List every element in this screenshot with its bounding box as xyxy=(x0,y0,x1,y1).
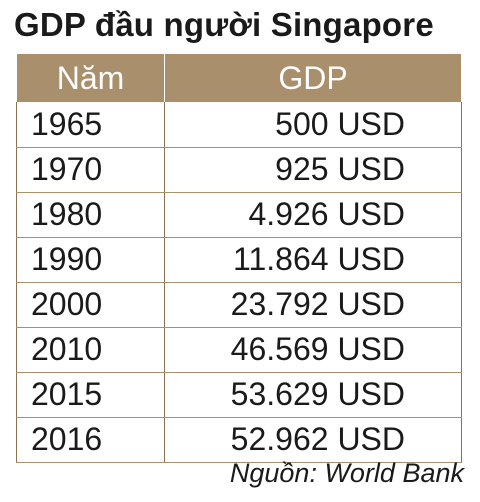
header-row: Năm GDP xyxy=(16,54,462,102)
table-row: 1965 500 USD xyxy=(16,102,462,148)
gdp-cell: 52.962 USD xyxy=(164,417,462,463)
table-row: 1970 925 USD xyxy=(16,147,462,193)
year-cell: 2015 xyxy=(16,372,165,418)
gdp-cell: 925 USD xyxy=(164,147,462,193)
table-row: 2010 46.569 USD xyxy=(16,327,462,373)
table-row: 1980 4.926 USD xyxy=(16,192,462,238)
header-gdp: GDP xyxy=(164,54,462,102)
table-row: 2016 52.962 USD xyxy=(16,417,462,463)
year-cell: 2016 xyxy=(16,417,165,463)
gdp-cell: 11.864 USD xyxy=(164,237,462,283)
gdp-cell: 53.629 USD xyxy=(164,372,462,418)
year-cell: 1970 xyxy=(16,147,165,193)
table-row: 2015 53.629 USD xyxy=(16,372,462,418)
year-cell: 1965 xyxy=(16,102,165,148)
header-year: Năm xyxy=(16,54,165,102)
table-row: 1990 11.864 USD xyxy=(16,237,462,283)
table-body: 1965 500 USD 1970 925 USD 1980 4.926 USD… xyxy=(16,102,462,463)
gdp-cell: 500 USD xyxy=(164,102,462,148)
gdp-cell: 46.569 USD xyxy=(164,327,462,373)
year-cell: 2000 xyxy=(16,282,165,328)
source-note: Nguồn: World Bank xyxy=(229,458,464,488)
year-cell: 1990 xyxy=(16,237,165,283)
gdp-cell: 23.792 USD xyxy=(164,282,462,328)
gdp-table: Năm GDP 1965 500 USD 1970 925 USD 1980 4… xyxy=(16,54,462,463)
gdp-cell: 4.926 USD xyxy=(164,192,462,238)
table-row: 2000 23.792 USD xyxy=(16,282,462,328)
table-header: Năm GDP xyxy=(16,54,462,102)
chart-title: GDP đầu người Singapore xyxy=(14,6,434,43)
year-cell: 1980 xyxy=(16,192,165,238)
year-cell: 2010 xyxy=(16,327,165,373)
